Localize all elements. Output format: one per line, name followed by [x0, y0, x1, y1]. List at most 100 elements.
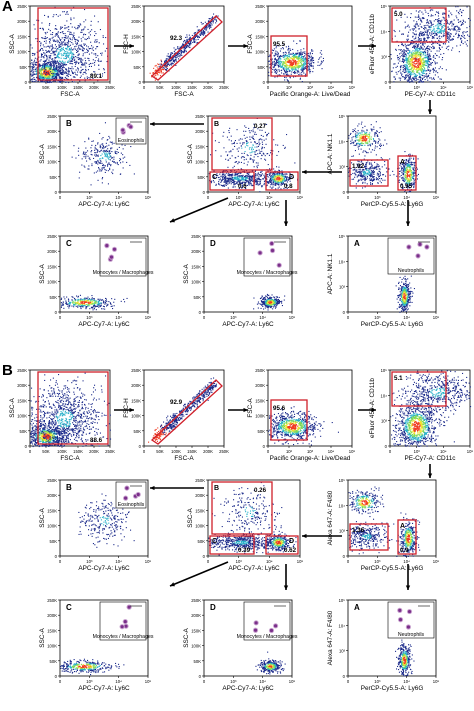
- y-tick-label: 150K: [47, 628, 57, 633]
- y-tick-label: 0: [263, 80, 266, 85]
- x-tick-label: 10³: [86, 195, 93, 200]
- x-tick-label: 0: [347, 559, 350, 564]
- x-tick-label: 10²: [286, 85, 293, 90]
- arrow: [114, 43, 134, 49]
- y-tick-label: 250K: [17, 4, 27, 9]
- arrow-head: [170, 582, 175, 587]
- y-axis-label: FSC-A: [247, 34, 254, 54]
- cell-type-label: Eosinophils: [118, 138, 145, 144]
- gate-value: 0.9: [400, 547, 409, 554]
- y-axis-label: SSC-A: [39, 507, 46, 527]
- x-tick-label: 0: [347, 195, 350, 200]
- y-tick-label: 0: [385, 444, 388, 449]
- x-tick-label: 0: [203, 679, 206, 684]
- y-tick-label: 10³: [339, 285, 346, 290]
- y-tick-label: 250K: [191, 598, 201, 603]
- arrow: [302, 533, 342, 539]
- y-tick-label: 10⁵: [339, 478, 346, 483]
- y-axis-label: APC-A: NK1.1: [327, 133, 334, 174]
- y-tick-label: 250K: [131, 368, 141, 373]
- y-tick-label: 0: [343, 190, 346, 195]
- y-tick-label: 250K: [195, 114, 205, 119]
- y-tick-label: 10⁴: [339, 259, 346, 264]
- gate: [265, 171, 299, 191]
- y-tick-label: 10³: [339, 529, 346, 534]
- x-tick-label: 10⁵: [467, 85, 474, 90]
- y-tick-label: 100K: [17, 414, 27, 419]
- x-tick-label: 10⁴: [403, 559, 410, 564]
- x-tick-label: 10³: [86, 315, 93, 320]
- gate: [211, 117, 273, 171]
- x-axis-label: PerCP-Cy5.5-A: Ly6G: [361, 201, 424, 208]
- arrow: [228, 407, 248, 413]
- arrow: [405, 200, 411, 226]
- arrow-head: [427, 473, 433, 478]
- y-tick-label: 10⁴: [339, 139, 346, 144]
- arrow-head: [283, 585, 289, 590]
- x-tick-label: 10⁵: [145, 315, 152, 320]
- y-tick-label: 150K: [195, 144, 205, 149]
- cell-type-label: Monocytes / Macrophages: [93, 634, 154, 640]
- y-tick-label: 100K: [47, 524, 57, 529]
- arrow-head: [129, 407, 134, 413]
- arrow: [358, 407, 376, 413]
- x-tick-label: 10⁴: [115, 559, 122, 564]
- x-tick-label: 0: [203, 315, 206, 320]
- gate-value: 88.6: [90, 437, 103, 444]
- y-tick-label: 150K: [47, 508, 57, 513]
- y-tick-label: 200K: [131, 19, 141, 24]
- y-tick-label: 50K: [50, 659, 58, 664]
- y-tick-label: 10³: [381, 419, 388, 424]
- y-tick-label: 0: [25, 444, 28, 449]
- gate: [265, 535, 299, 555]
- arrow-head: [243, 43, 248, 49]
- arrow-head: [170, 218, 175, 223]
- plot-eos: 250K 200K 150K 100K 50K 00 10³ 10⁴ 10⁵ APC-Cy7-A:…: [39, 478, 151, 572]
- y-tick-label: 0: [139, 444, 142, 449]
- x-tick-label: 200K: [203, 449, 213, 454]
- y-axis-label: FSC-H: [123, 34, 130, 54]
- y-tick-label: 150K: [47, 144, 57, 149]
- x-tick-label: 10⁵: [349, 85, 356, 90]
- arrow-head: [405, 221, 411, 226]
- x-axis-label: FSC-A: [60, 455, 80, 462]
- x-tick-label: 50K: [42, 85, 50, 90]
- cell-type-label: Eosinophils: [118, 502, 145, 508]
- gate-value: 5.1: [394, 375, 403, 382]
- x-tick-label: 250K: [105, 85, 115, 90]
- y-tick-label: 0: [343, 674, 346, 679]
- x-tick-label: 0: [59, 679, 62, 684]
- y-tick-label: 200K: [47, 129, 57, 134]
- x-tick-label: 200K: [89, 85, 99, 90]
- gate: [211, 481, 273, 535]
- x-tick-label: 10⁴: [328, 449, 335, 454]
- y-tick-label: 50K: [20, 429, 28, 434]
- y-tick-label: 250K: [17, 368, 27, 373]
- y-tick-label: 250K: [131, 4, 141, 9]
- y-tick-label: 50K: [258, 65, 266, 70]
- gate-letter: B: [214, 121, 219, 128]
- plot-eos: 250K 200K 150K 100K 50K 00 10³ 10⁴ 10⁵ APC-Cy7-A:…: [39, 114, 151, 208]
- x-tick-label: 0: [347, 315, 350, 320]
- y-tick-label: 50K: [134, 429, 142, 434]
- y-axis-label: SSC-A: [9, 397, 16, 417]
- arrow: [228, 43, 248, 49]
- cell-type-label: Monocytes / Macrophages: [237, 270, 298, 276]
- arrow: [358, 43, 376, 49]
- x-tick-label: 0: [143, 449, 146, 454]
- cell-type-label: Neutrophils: [398, 268, 425, 274]
- plot-fsc-ssc: 250K 200K 150K 100K 50K 00 50K 100K 150K 200K 250K…: [9, 368, 115, 462]
- x-tick-label: 0: [29, 449, 32, 454]
- x-axis-label: Pacific Orange-A: Live/Dead: [270, 91, 351, 98]
- y-tick-label: 150K: [17, 34, 27, 39]
- y-tick-label: 200K: [255, 19, 265, 24]
- panel-letter: C: [66, 603, 72, 612]
- y-tick-label: 10⁴: [381, 393, 388, 398]
- y-tick-label: 100K: [191, 280, 201, 285]
- panel-letter: C: [66, 239, 72, 248]
- x-axis-label: APC-Cy7-A: Ly6C: [228, 201, 280, 208]
- x-axis-label: APC-Cy7-A: Ly6C: [222, 321, 274, 328]
- y-tick-label: 0: [55, 554, 58, 559]
- arrow: [150, 485, 204, 491]
- y-tick-label: 200K: [131, 383, 141, 388]
